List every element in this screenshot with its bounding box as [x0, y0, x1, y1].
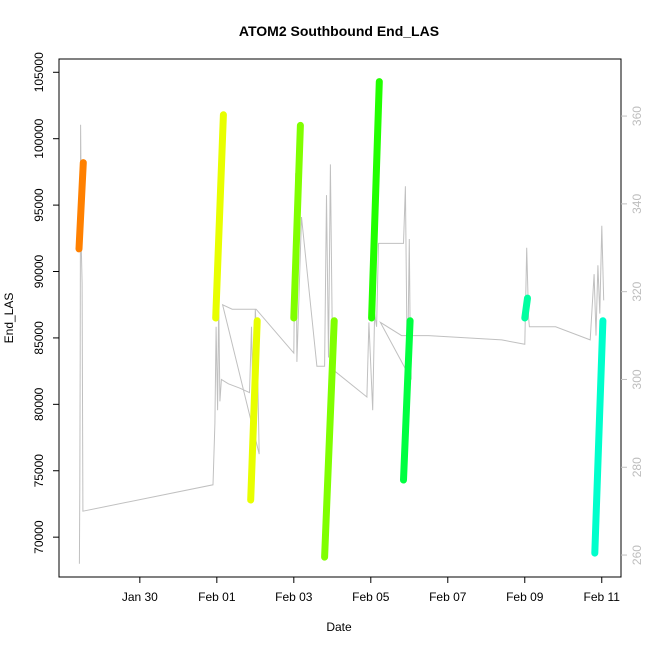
- x-tick-label: Jan 30: [122, 590, 158, 604]
- y-left-tick-label: 80000: [32, 387, 46, 421]
- series-segment-2: [212, 111, 227, 322]
- series-segment-8: [521, 294, 531, 322]
- y-left-tick-label: 95000: [32, 188, 46, 222]
- y-right-tick-label: 360: [630, 106, 644, 126]
- series-segment-9: [591, 317, 607, 557]
- y-left-tick-label: 75000: [32, 454, 46, 488]
- x-tick-label: Feb 07: [429, 590, 467, 604]
- y-axis-right: 260 280 300 320 340 360: [621, 106, 644, 565]
- y-right-tick-label: 340: [630, 194, 644, 214]
- y-left-tick-label: 105000: [32, 52, 46, 92]
- y-left-tick-label: 85000: [32, 321, 46, 355]
- colored-series: [75, 78, 607, 561]
- y-right-tick-label: 300: [630, 369, 644, 389]
- x-axis: Jan 30 Feb 01 Feb 03 Feb 05 Feb 07 Feb 09 Feb …: [122, 577, 620, 604]
- x-tick-label: Feb 01: [198, 590, 236, 604]
- grey-line: [78, 124, 605, 564]
- series-segment-1: [75, 159, 87, 253]
- series-segment-3: [247, 317, 261, 504]
- x-axis-label: Date: [326, 620, 352, 634]
- y-right-tick-label: 260: [630, 545, 644, 565]
- series-segment-7: [400, 317, 414, 484]
- y-left-tick-label: 100000: [32, 118, 46, 158]
- y-axis-left: 70000 75000 80000 85000 90000 95000 100000 1050…: [32, 52, 59, 554]
- y-right-tick-label: 280: [630, 457, 644, 477]
- series-segment-4: [290, 121, 304, 322]
- x-tick-label: Feb 05: [352, 590, 390, 604]
- grey-series: [78, 124, 605, 564]
- x-tick-label: Feb 09: [506, 590, 544, 604]
- y-left-tick-label: 70000: [32, 520, 46, 554]
- plot-frame: [58, 58, 622, 578]
- y-left-tick-label: 90000: [32, 255, 46, 289]
- series-segment-5: [321, 317, 338, 561]
- series-segment-6: [368, 78, 383, 322]
- x-tick-label: Feb 11: [584, 590, 621, 604]
- chart-title: ATOM2 Southbound End_LAS: [239, 23, 439, 39]
- y-right-tick-label: 320: [630, 281, 644, 301]
- x-tick-label: Feb 03: [275, 590, 313, 604]
- y-axis-label: End_LAS: [2, 293, 16, 344]
